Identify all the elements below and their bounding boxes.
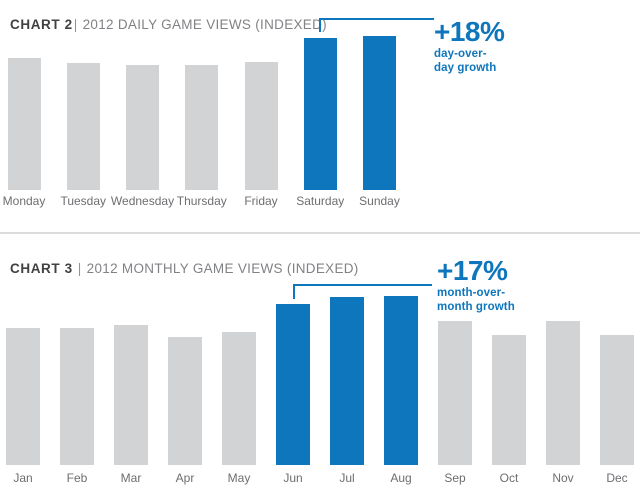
x-label-tuesday: Tuesday [60,194,107,208]
x-label-sunday: Sunday [359,194,400,208]
x-label-friday: Friday [244,194,278,208]
bar-saturday [303,38,337,190]
chart2-title-text: 2012 DAILY GAME VIEWS (INDEXED) [82,17,327,32]
chart3-title: CHART 3 | 2012 MONTHLY GAME VIEWS (INDEX… [10,261,359,276]
x-label-aug: Aug [390,471,412,485]
bar-sunday [363,36,396,190]
chart3-growth-annotation: +17% month-over- month growth [437,255,515,314]
section-divider [0,232,640,234]
bar-feb [60,328,94,465]
chart2-growth-label-line1: day-over- [434,48,487,60]
x-label-mar: Mar [120,471,142,485]
x-label-sep: Sep [444,471,466,485]
bar-nov [546,321,580,465]
x-label-oct: Oct [499,471,519,485]
x-label-jan: Jan [13,471,33,485]
chart3-growth-label: month-over- month growth [437,287,515,314]
chart2-title-separator: | [73,17,78,32]
bar-monday [7,58,41,190]
x-label-saturday: Saturday [296,194,345,208]
chart3-title-text: 2012 MONTHLY GAME VIEWS (INDEXED) [86,261,359,276]
x-label-wednesday: Wednesday [110,194,175,208]
x-label-monday: Monday [2,194,46,208]
x-label-may: May [227,471,251,485]
chart3-growth-label-line1: month-over- [437,287,506,299]
x-label-thursday: Thursday [176,194,227,208]
chart3-growth-label-line2: month growth [437,300,515,313]
bar-jul [330,297,364,465]
chart3-highlight-bracket [293,284,432,299]
chart2-title-label: CHART 2 [10,17,73,32]
bar-aug [384,296,418,465]
bar-tuesday [66,63,100,190]
bar-friday [244,62,278,190]
chart2-title: CHART 2| 2012 DAILY GAME VIEWS (INDEXED) [10,17,327,32]
bar-may [222,332,256,465]
bar-apr [168,337,202,465]
bar-thursday [185,65,219,190]
chart3-title-separator: | [77,261,82,276]
x-label-jul: Jul [339,471,355,485]
bar-dec [600,335,634,465]
chart3-title-label: CHART 3 [10,261,73,276]
chart2-growth-label: day-over- day growth [434,48,504,75]
chart2-highlight-bracket [319,18,434,32]
x-label-apr: Apr [175,471,195,485]
bar-wednesday [126,65,159,190]
x-label-feb: Feb [66,471,88,485]
chart2-growth-value: +18% [434,16,505,47]
bar-jan [6,328,40,465]
bar-sep [438,321,472,465]
bar-jun [276,304,310,465]
x-label-nov: Nov [552,471,574,485]
chart3-growth-value: +17% [437,255,508,286]
x-label-dec: Dec [606,471,628,485]
chart2-growth-annotation: +18% day-over- day growth [434,16,505,75]
bar-oct [492,335,526,465]
x-label-jun: Jun [283,471,303,485]
chart2-growth-label-line2: day growth [434,61,497,74]
bar-mar [114,325,148,465]
